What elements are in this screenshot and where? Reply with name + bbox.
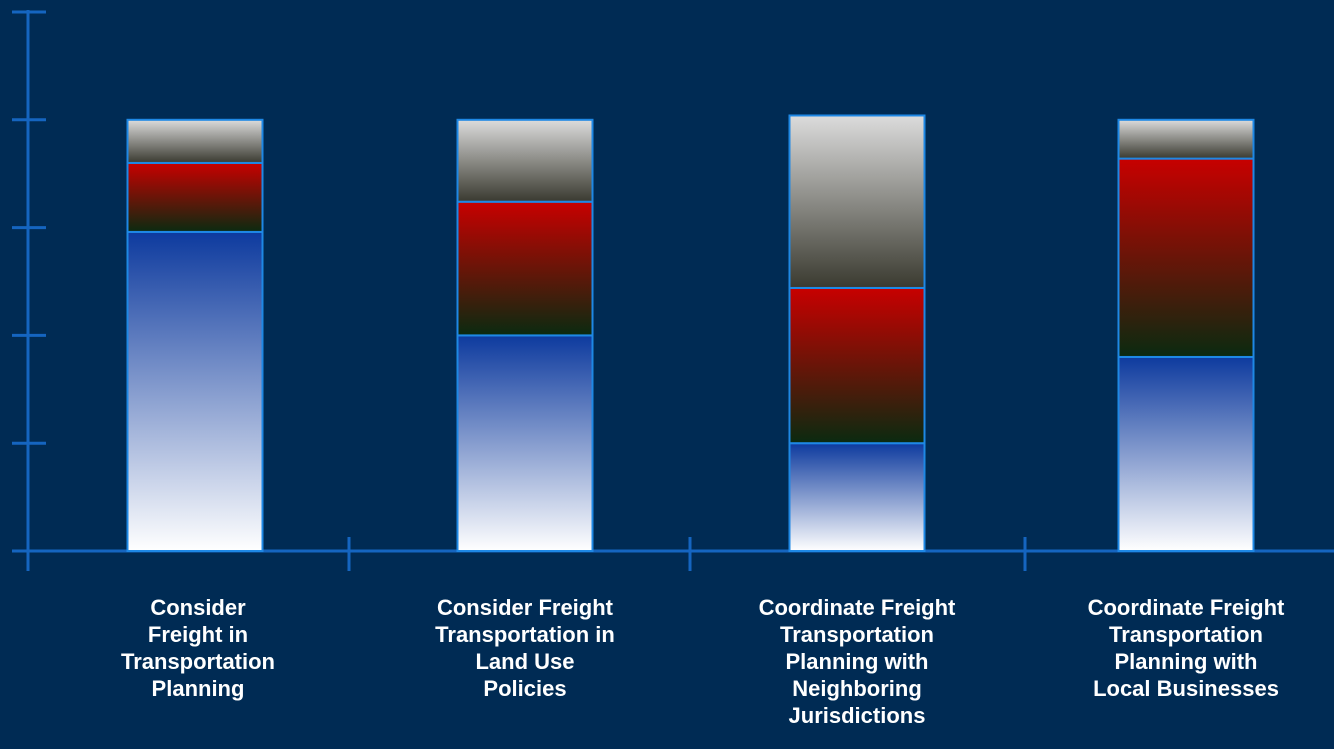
bar-2-segment-3 xyxy=(456,118,594,203)
bar-3-segment-1 xyxy=(788,442,926,553)
bars xyxy=(126,114,1255,553)
category-label-2: Consider Freight Transportation in Land … xyxy=(435,595,615,701)
bar-2-segment-2 xyxy=(456,200,594,337)
category-label-3: Coordinate Freight Transportation Planni… xyxy=(758,595,956,728)
bar-3-segment-3 xyxy=(788,114,926,289)
bar-1-segment-1 xyxy=(126,230,264,553)
bar-2-segment-1 xyxy=(456,334,594,552)
bar-1-segment-3 xyxy=(126,118,264,164)
bar-4-segment-3 xyxy=(1117,118,1255,160)
category-label-4: Coordinate Freight Transportation Planni… xyxy=(1087,595,1285,701)
bar-4-segment-2 xyxy=(1117,157,1255,358)
bar-4-segment-1 xyxy=(1117,355,1255,552)
bar-3-segment-2 xyxy=(788,286,926,445)
category-label-1: Consider Freight in Transportation Plann… xyxy=(120,595,275,701)
bar-1-segment-2 xyxy=(126,161,264,233)
